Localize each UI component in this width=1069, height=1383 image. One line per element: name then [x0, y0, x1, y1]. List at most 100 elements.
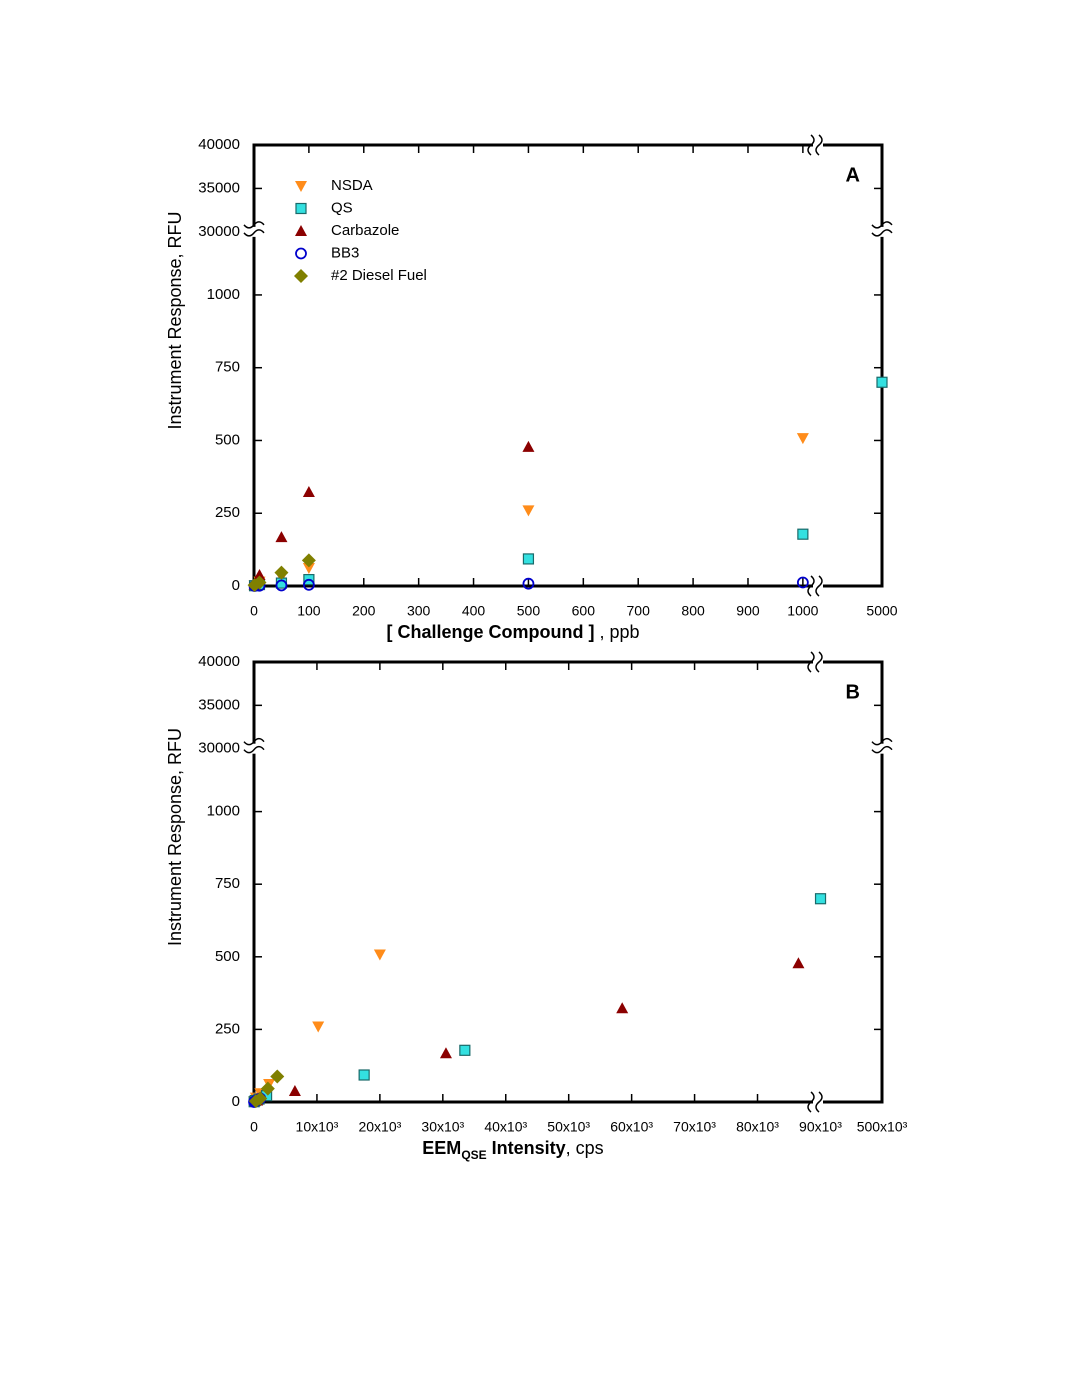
y-tick-label: 250 — [215, 504, 240, 521]
data-point — [302, 485, 315, 497]
axis-break — [807, 1091, 815, 1113]
x-tick-label: 5000 — [866, 603, 897, 619]
y-tick-label: 0 — [232, 577, 240, 594]
axis-break — [243, 737, 265, 746]
data-point — [522, 505, 535, 517]
x-tick-label: 700 — [627, 603, 651, 619]
legend-marker — [295, 225, 307, 236]
y-axis-label: Instrument Response, RFU — [165, 728, 185, 946]
data-point — [288, 1084, 301, 1096]
data-point — [302, 578, 315, 591]
x-axis-label-part: [ Challenge Compound ] — [386, 622, 594, 642]
x-tick-label: 900 — [736, 603, 760, 619]
x-tick-label: 70x10³ — [673, 1119, 716, 1135]
legend-marker — [295, 247, 307, 260]
data-point — [796, 576, 809, 589]
data-point — [253, 568, 266, 580]
axis-break — [871, 745, 893, 754]
x-tick-label: 100 — [297, 603, 321, 619]
data-point — [522, 577, 535, 590]
legend-label: QS — [331, 199, 353, 216]
legend-marker — [294, 269, 308, 283]
x-tick-label: 300 — [407, 603, 431, 619]
data-point — [796, 433, 809, 445]
data-point — [275, 579, 288, 592]
legend-marker — [295, 181, 307, 192]
panel-label: B — [846, 681, 860, 703]
y-tick-label: 1000 — [207, 286, 240, 303]
data-point — [814, 893, 827, 905]
data-point — [301, 553, 316, 568]
x-tick-label: 30x10³ — [421, 1119, 464, 1135]
axis-break — [243, 745, 265, 754]
plot-frame — [252, 660, 884, 1104]
x-tick-label: 60x10³ — [610, 1119, 653, 1135]
x-tick-label: 40x10³ — [484, 1119, 527, 1135]
x-axis-label-part: Intensity — [487, 1138, 566, 1158]
axis-break — [243, 229, 265, 237]
y-tick-label: 40000 — [198, 136, 240, 153]
data-point — [616, 1002, 629, 1014]
data-point — [522, 440, 535, 452]
axis-break — [815, 134, 823, 156]
x-tick-label: 0 — [250, 1119, 258, 1135]
data-point — [439, 1047, 452, 1059]
y-tick-label: 30000 — [198, 223, 240, 240]
axis-break — [815, 651, 823, 673]
data-point — [252, 575, 267, 590]
y-axis-label: Instrument Response, RFU — [165, 211, 185, 429]
plot-frame — [252, 143, 884, 588]
y-tick-label: 30000 — [198, 740, 240, 757]
x-tick-label: 20x10³ — [358, 1119, 401, 1135]
data-point — [302, 562, 315, 574]
data-point — [358, 1069, 370, 1081]
y-tick-label: 750 — [215, 875, 240, 892]
legend-marker — [295, 202, 307, 215]
x-tick-label: 50x10³ — [547, 1119, 590, 1135]
axis-break — [815, 575, 823, 597]
data-point — [253, 1091, 268, 1106]
data-point — [459, 1044, 471, 1056]
y-tick-label: 35000 — [198, 696, 240, 713]
x-tick-label: 90x10³ — [799, 1119, 842, 1135]
axis-break — [871, 737, 893, 746]
x-axis-label: EEMQSE Intensity, cps — [422, 1138, 603, 1162]
data-point — [797, 528, 809, 540]
y-tick-label: 500 — [215, 948, 240, 965]
panel-label: A — [846, 164, 860, 186]
data-point — [876, 376, 888, 388]
axis-break — [871, 229, 893, 237]
x-axis-label-part: QSE — [461, 1148, 486, 1162]
x-tick-label: 10x10³ — [296, 1119, 339, 1135]
x-tick-label: 800 — [681, 603, 705, 619]
x-tick-label: 500x10³ — [857, 1119, 908, 1135]
data-point — [275, 531, 288, 543]
x-tick-label: 0 — [250, 603, 258, 619]
axis-break — [807, 134, 815, 156]
x-axis-label-part: EEM — [422, 1138, 461, 1158]
x-axis-label-part: , ppb — [594, 622, 639, 642]
axis-break — [815, 1091, 823, 1113]
y-tick-label: 1000 — [207, 803, 240, 820]
x-axis-label: [ Challenge Compound ] , ppb — [386, 622, 639, 642]
y-tick-label: 500 — [215, 431, 240, 448]
data-point — [274, 565, 289, 580]
y-tick-label: 35000 — [198, 179, 240, 196]
axis-break — [871, 221, 893, 229]
data-point — [270, 1069, 285, 1084]
legend-label: BB3 — [331, 244, 359, 261]
x-tick-label: 80x10³ — [736, 1119, 779, 1135]
x-axis-label-part: , cps — [566, 1138, 604, 1158]
y-tick-label: 250 — [215, 1020, 240, 1037]
data-point — [522, 553, 535, 565]
y-tick-label: 750 — [215, 359, 240, 376]
y-tick-label: 40000 — [198, 653, 240, 670]
x-tick-label: 1000 — [787, 603, 818, 619]
x-tick-label: 400 — [462, 603, 486, 619]
data-point — [260, 1081, 275, 1096]
panel: 0 250 500 750 1000 30000 35000 40000 0 10x10³ 20x1… — [165, 651, 908, 1162]
data-point — [373, 949, 386, 961]
legend-label: NSDA — [331, 177, 373, 194]
